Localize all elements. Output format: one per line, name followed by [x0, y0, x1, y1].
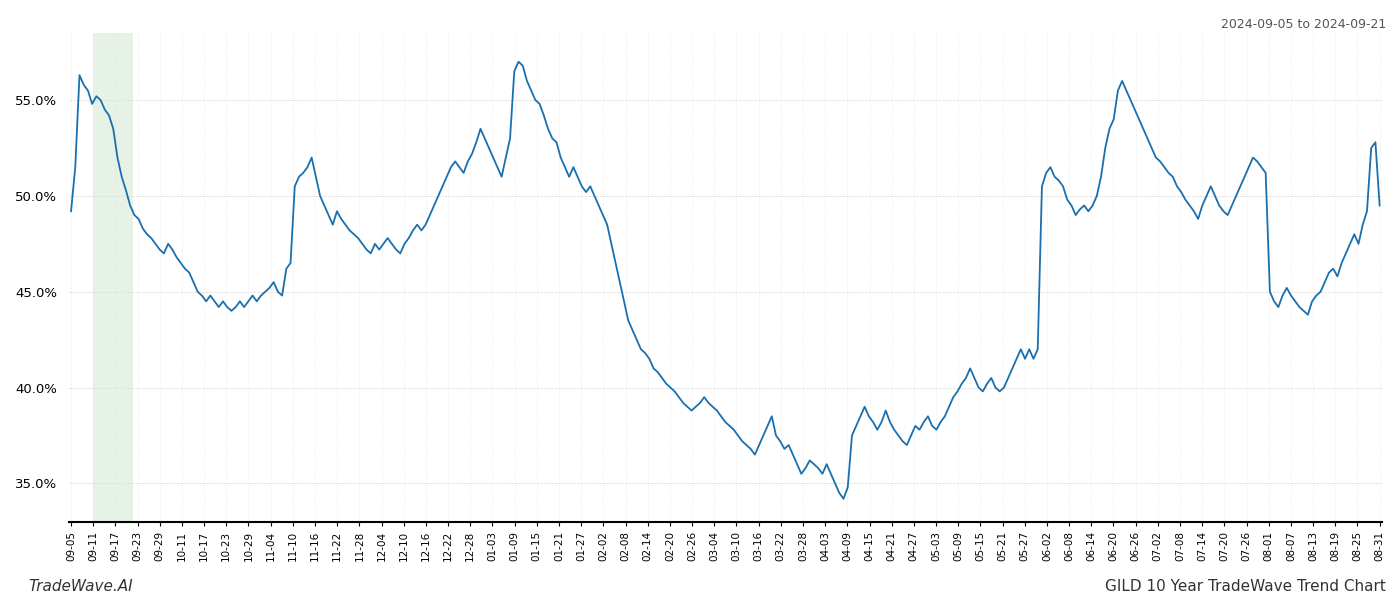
Text: 2024-09-05 to 2024-09-21: 2024-09-05 to 2024-09-21 [1221, 18, 1386, 31]
Text: TradeWave.AI: TradeWave.AI [28, 579, 133, 594]
Text: GILD 10 Year TradeWave Trend Chart: GILD 10 Year TradeWave Trend Chart [1105, 579, 1386, 594]
Bar [94, 33, 133, 522]
